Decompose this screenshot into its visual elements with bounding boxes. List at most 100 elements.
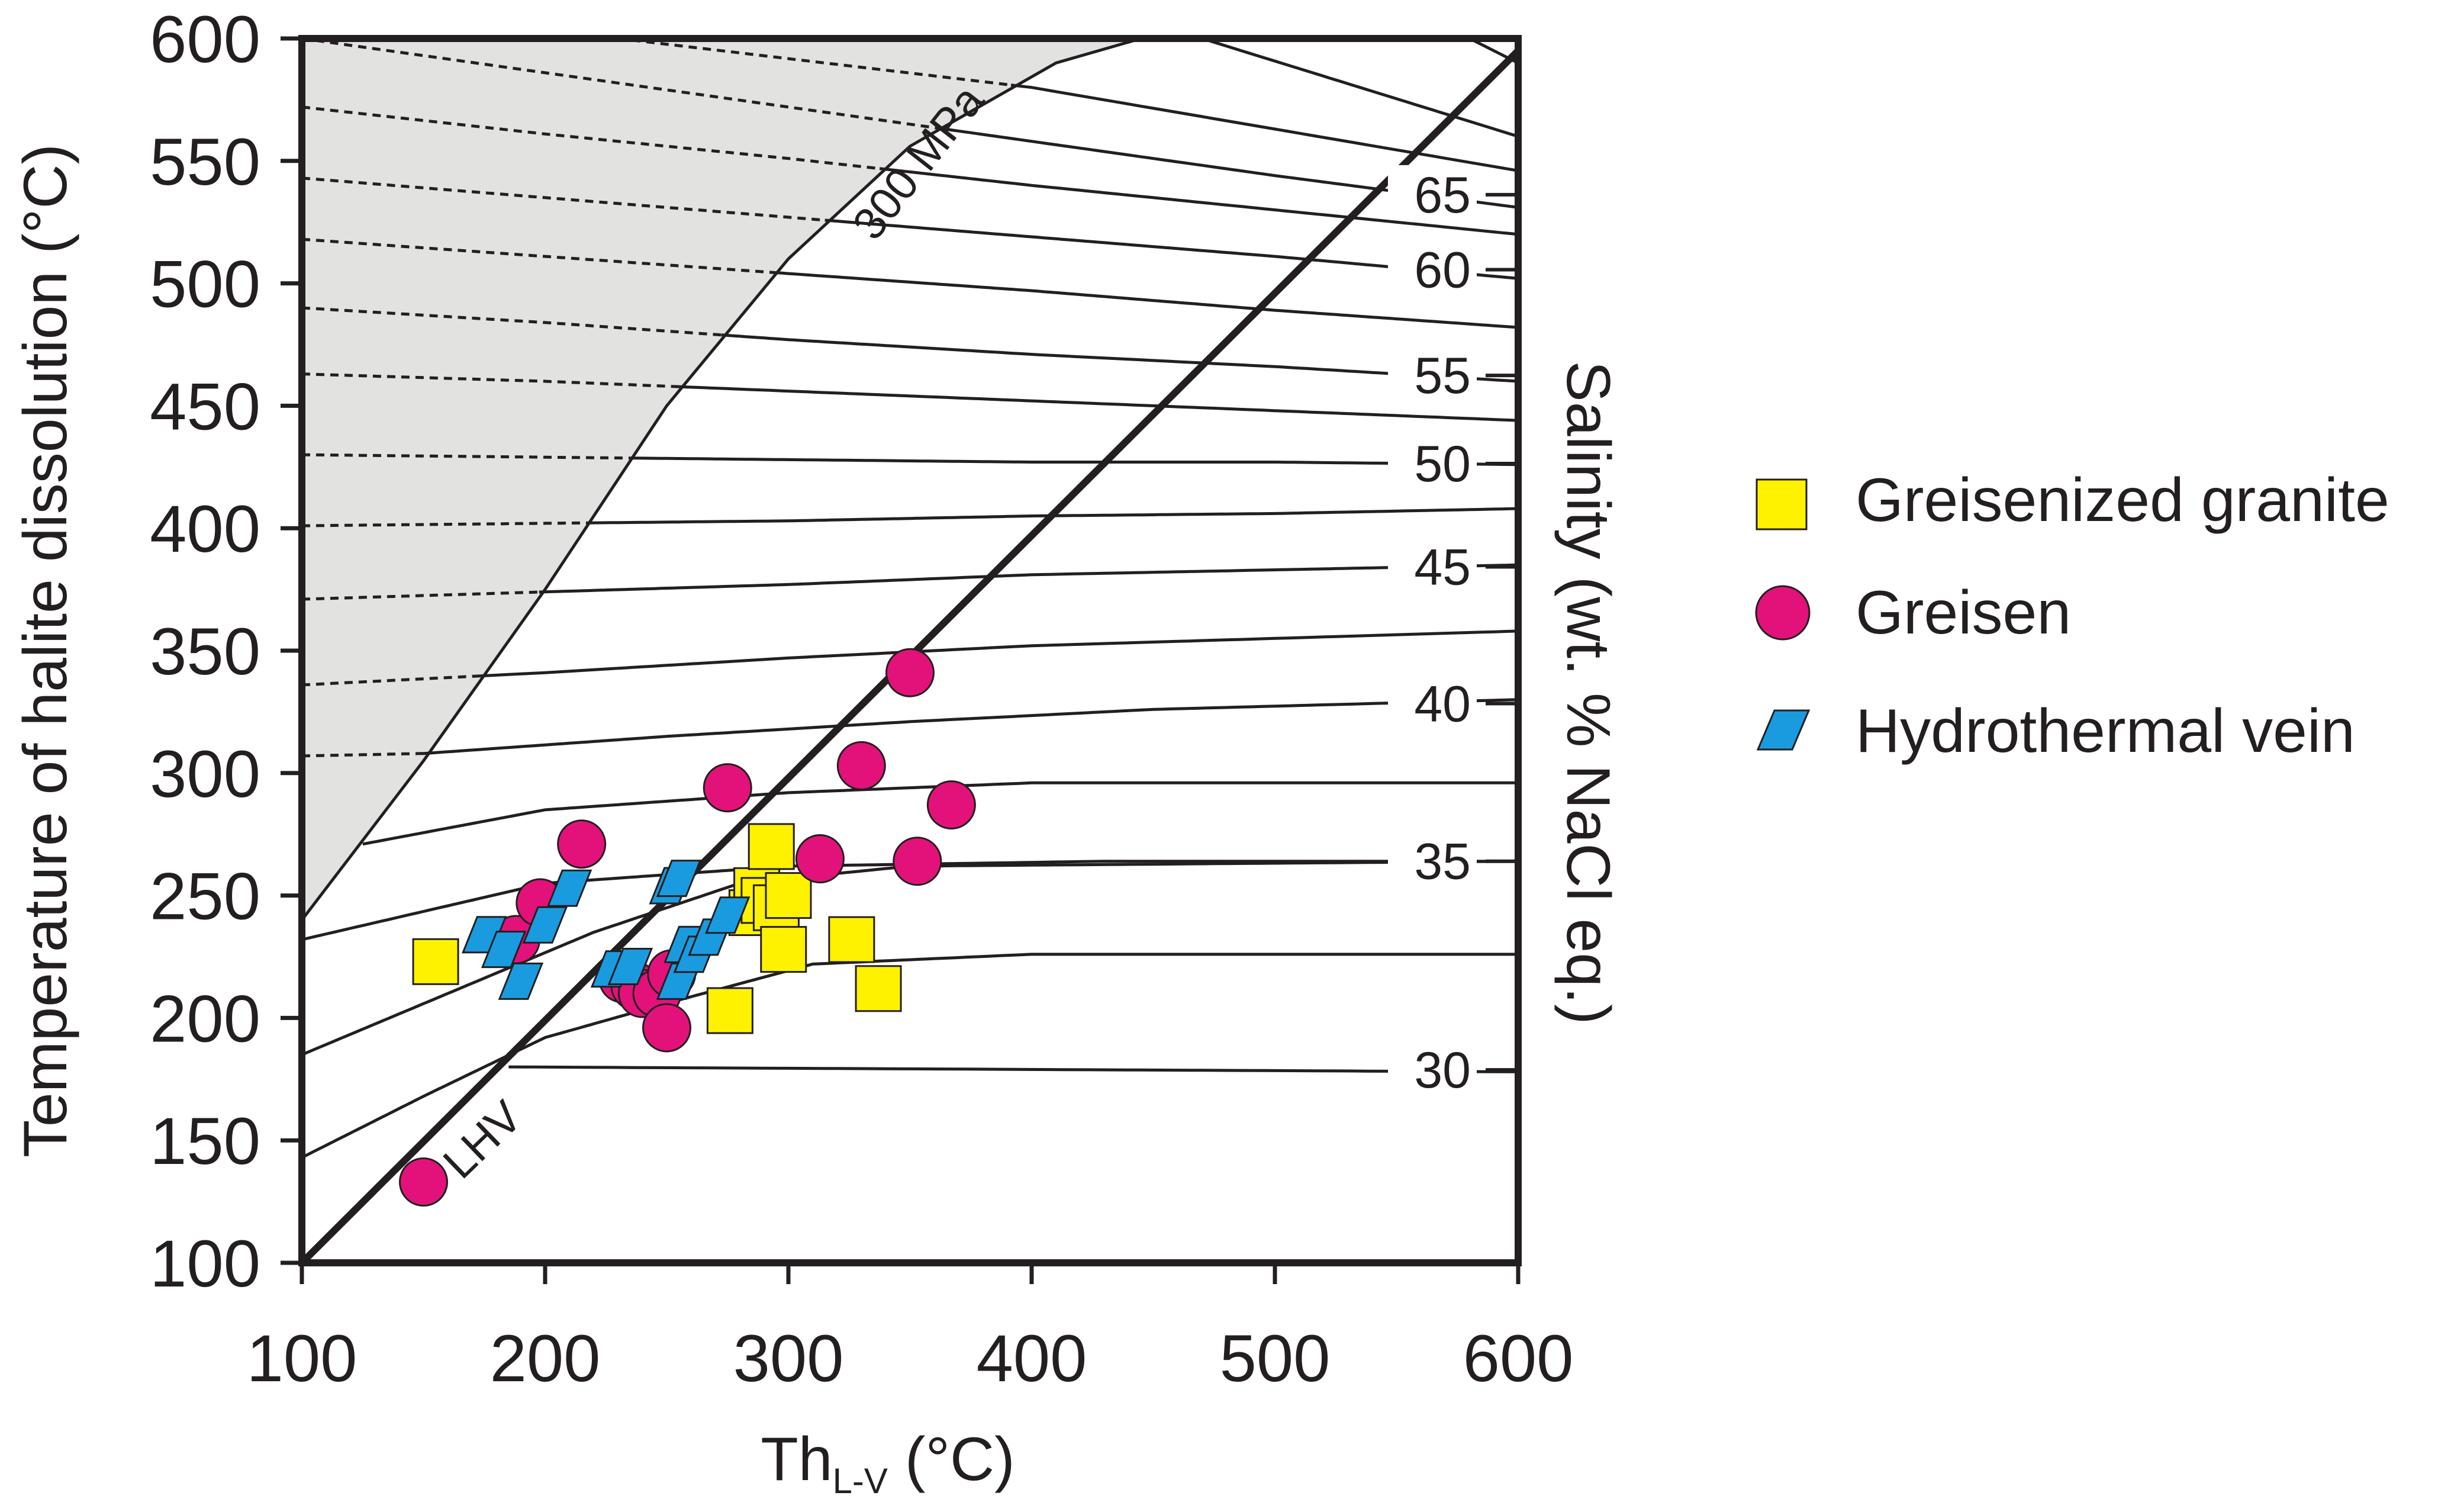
salinity-label-55: 55 bbox=[1414, 348, 1471, 404]
isohaline-45-dashed bbox=[302, 590, 539, 601]
salinity-label-bg-45 bbox=[1388, 537, 1477, 591]
greisenized-granite-point-7 bbox=[760, 926, 807, 973]
isohaline-42-solid bbox=[478, 629, 1518, 678]
isohaline-67-solid bbox=[1010, 83, 1518, 172]
greisenized-granite-point-5 bbox=[748, 823, 795, 870]
y-tick-label-500: 500 bbox=[150, 247, 260, 321]
x-tick-label-600: 600 bbox=[1463, 1321, 1574, 1395]
isohaline-52-dashed bbox=[302, 372, 679, 388]
salinity-label-65: 65 bbox=[1414, 167, 1471, 224]
hydrothermal-vein-point-13 bbox=[705, 896, 751, 934]
hydrothermal-vein-point-6 bbox=[607, 948, 653, 986]
salinity-label-50: 50 bbox=[1414, 436, 1471, 493]
y-tick-label-150: 150 bbox=[150, 1104, 260, 1178]
x-axis-title-subscript: L-V bbox=[833, 1461, 888, 1501]
shaded-region-layer bbox=[302, 38, 1141, 920]
legend-label-greisen: Greisen bbox=[1856, 578, 2071, 647]
hydrothermal-vein-point-4 bbox=[546, 869, 592, 907]
salinity-label-layer: 30 35 40 45 50 55 60 65 bbox=[1388, 165, 1518, 1099]
data-point-layer bbox=[399, 648, 976, 1207]
pressure-curve-300mpa bbox=[302, 38, 1142, 921]
greisen-point-3 bbox=[557, 819, 607, 869]
isohaline-70-solid bbox=[1201, 38, 1518, 138]
legend-marker-greisen bbox=[1755, 585, 1811, 641]
salinity-label-45: 45 bbox=[1414, 539, 1471, 596]
x-axis-title: ThL-V (°C) bbox=[761, 1425, 1015, 1501]
isohaline-37-solid bbox=[362, 781, 1518, 846]
x-axis-title-main: Th bbox=[761, 1425, 832, 1494]
x-tick-label-300: 300 bbox=[733, 1321, 844, 1395]
greisenized-granite-point-0 bbox=[412, 938, 459, 985]
y-tick-label-550: 550 bbox=[150, 125, 260, 199]
legend-marker-hydrothermal-vein bbox=[1756, 709, 1811, 751]
isohaline-57-solid bbox=[776, 271, 1518, 329]
salinity-label-30: 30 bbox=[1414, 1042, 1471, 1099]
y-tick-label-100: 100 bbox=[150, 1227, 260, 1301]
isohaline-47-dashed bbox=[302, 521, 588, 528]
greisenized-granite-point-1 bbox=[706, 987, 753, 1034]
x-tick-label-200: 200 bbox=[490, 1321, 601, 1395]
hydrothermal-vein-point-3 bbox=[522, 906, 568, 944]
isohaline-55-solid bbox=[721, 333, 1518, 383]
isohaline-62-dashed bbox=[302, 105, 880, 171]
lhv-curve-label: LHV bbox=[434, 1091, 532, 1188]
hydrothermal-vein-point-8 bbox=[656, 860, 702, 898]
x-tick-label-400: 400 bbox=[977, 1321, 1087, 1395]
isohaline-52-solid bbox=[678, 385, 1518, 422]
isohaline-57-dashed bbox=[302, 237, 777, 275]
greisen-point-15 bbox=[926, 780, 976, 830]
salinity-label-60: 60 bbox=[1414, 242, 1471, 298]
axes-frame-layer: 100 200 300 400 500 600 100 150 200 250 300 350 400 4… bbox=[150, 2, 1573, 1395]
isohaline-30-solid bbox=[508, 1065, 1518, 1073]
y-tick-label-300: 300 bbox=[150, 737, 260, 811]
isohaline-50-dashed bbox=[302, 453, 630, 460]
salinity-label-bg-50 bbox=[1388, 434, 1477, 488]
x-axis-title-unit: (°C) bbox=[888, 1425, 1015, 1494]
y-tick-label-200: 200 bbox=[150, 982, 260, 1056]
y-tick-label-600: 600 bbox=[150, 2, 260, 76]
x-tick-label-100: 100 bbox=[247, 1321, 357, 1395]
greisen-point-13 bbox=[885, 648, 935, 697]
salinity-label-bg-55 bbox=[1388, 346, 1477, 400]
legend-marker-greisenized-granite bbox=[1756, 478, 1808, 530]
greisen-point-14 bbox=[893, 837, 942, 886]
salinity-label-bg-30 bbox=[1388, 1040, 1477, 1094]
salinity-label-bg-40 bbox=[1388, 674, 1477, 728]
isohaline-62-solid bbox=[879, 167, 1518, 236]
hydrothermal-vein-point-2 bbox=[498, 962, 544, 1000]
salinity-label-35: 35 bbox=[1414, 834, 1471, 890]
greisen-point-0 bbox=[399, 1157, 448, 1207]
isohaline-42-dashed bbox=[302, 674, 479, 687]
salinity-label-40: 40 bbox=[1414, 676, 1471, 732]
isohaline-40-dashed bbox=[302, 752, 424, 758]
greisenized-granite-point-8 bbox=[765, 872, 812, 919]
greisenized-granite-point-10 bbox=[855, 965, 902, 1012]
isohaline-65-dashed bbox=[302, 38, 941, 130]
y2-axis-title: Salinity (wt. % NaCl eq.) bbox=[1554, 361, 1622, 1024]
y-axis-title: Temperature of halite dissolution (°C) bbox=[11, 144, 80, 1157]
y-tick-label-350: 350 bbox=[150, 615, 260, 689]
x-tick-label-500: 500 bbox=[1220, 1321, 1331, 1395]
greisenized-granite-point-9 bbox=[828, 916, 875, 963]
greisen-point-11 bbox=[795, 834, 845, 884]
greisen-point-10 bbox=[703, 763, 752, 813]
y-tick-label-250: 250 bbox=[150, 860, 260, 934]
isohaline-45-solid bbox=[539, 563, 1518, 594]
greisen-point-8 bbox=[642, 1003, 691, 1053]
greisen-point-12 bbox=[836, 741, 886, 790]
y-tick-label-400: 400 bbox=[150, 492, 260, 566]
legend-label-hydrothermal-vein: Hydrothermal vein bbox=[1856, 697, 2355, 766]
isohaline-40-solid bbox=[423, 698, 1518, 755]
isohaline-60-dashed bbox=[302, 176, 825, 222]
salinity-label-bg-35 bbox=[1388, 831, 1477, 885]
salinity-label-bg-65 bbox=[1388, 165, 1477, 218]
legend-label-greisenized-granite: Greisenized granite bbox=[1856, 466, 2389, 535]
isohaline-67-dashed bbox=[618, 38, 1012, 87]
isohaline-50-solid bbox=[630, 456, 1518, 467]
hydrothermal-vein-point-1 bbox=[481, 931, 527, 969]
isohaline-34-solid bbox=[302, 860, 1518, 1056]
y-tick-label-450: 450 bbox=[150, 369, 260, 443]
legend: Greisenized granite Greisen Hydrothermal… bbox=[1755, 466, 2389, 766]
shaded-region bbox=[302, 38, 1141, 920]
